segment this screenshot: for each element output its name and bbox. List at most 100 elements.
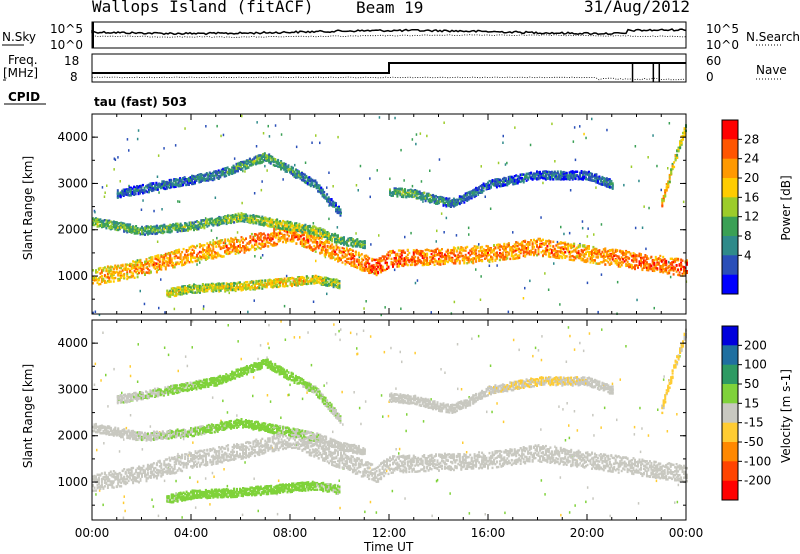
- power-echo-cell: [163, 261, 166, 265]
- power-echo-cell: [133, 264, 136, 267]
- power-echo-cell: [296, 228, 299, 232]
- power-echo-cell: [583, 253, 586, 256]
- power-echo-cell: [650, 267, 653, 271]
- power-scatter-cell: [522, 297, 525, 300]
- power-echo-cell: [443, 262, 446, 265]
- power-echo-cell: [617, 261, 620, 264]
- power-echo-cell: [415, 249, 418, 252]
- power-echo-cell: [203, 253, 206, 256]
- power-echo-cell: [259, 235, 262, 239]
- power-echo-cell: [452, 262, 455, 265]
- power-echo-cell: [276, 283, 279, 287]
- power-echo-cell: [96, 278, 99, 281]
- power-echo-cell: [273, 281, 276, 284]
- power-echo-cell: [429, 259, 432, 263]
- nave-label: Nave: [756, 63, 787, 77]
- power-echo-cell: [415, 263, 418, 266]
- power-echo-cell: [170, 251, 173, 254]
- power-echo-cell: [133, 276, 136, 279]
- power-echo-cell: [310, 277, 313, 280]
- power-echo-cell: [252, 239, 255, 242]
- power-echo-cell: [310, 238, 313, 242]
- power-echo-cell: [360, 240, 363, 243]
- power-echo-cell: [602, 254, 605, 257]
- power-echo-cell: [276, 278, 279, 281]
- power-echo-cell: [426, 256, 429, 259]
- power-scatter-cell: [153, 209, 155, 213]
- power-echo-cell: [323, 229, 326, 232]
- power-scatter-cell: [326, 186, 328, 189]
- power-echo-cell: [190, 258, 192, 261]
- power-echo-cell: [604, 255, 607, 258]
- power-echo-cell: [619, 261, 622, 265]
- power-echo-cell: [350, 238, 353, 241]
- power-echo-cell: [307, 282, 310, 285]
- power-echo-cell: [647, 266, 650, 269]
- power-echo-cell: [473, 248, 476, 251]
- power-echo-cell: [138, 259, 140, 262]
- power-echo-cell: [653, 266, 656, 269]
- power-echo-cell: [438, 253, 440, 257]
- power-echo-cell: [311, 236, 314, 239]
- power-echo-cell: [262, 221, 265, 225]
- power-echo-cell: [381, 269, 384, 272]
- power-echo-cell: [270, 236, 273, 240]
- power-echo-cell: [433, 254, 436, 258]
- power-scatter-cell: [652, 134, 654, 137]
- power-echo-cell: [668, 269, 671, 272]
- power-echo-cell: [553, 247, 556, 251]
- power-scatter-cell: [228, 291, 230, 295]
- power-echo-cell: [418, 249, 421, 253]
- power-echo-cell: [438, 249, 440, 252]
- power-echo-cell: [589, 252, 592, 255]
- power-echo-cell: [118, 227, 121, 231]
- power-echo-cell: [190, 251, 192, 254]
- power-echo-cell: [487, 251, 489, 255]
- power-echo-cell: [245, 216, 247, 220]
- power-echo-cell: [436, 260, 439, 263]
- power-echo-cell: [283, 227, 286, 230]
- freq-tick-top: 18: [64, 54, 80, 68]
- power-echo-cell: [343, 243, 345, 246]
- power-echo-cell: [506, 257, 509, 260]
- power-echo-cell: [406, 253, 409, 256]
- power-echo-cell: [282, 283, 285, 286]
- power-echo-cell: [429, 256, 432, 259]
- power-echo-cell: [454, 259, 457, 262]
- power-echo-cell: [271, 232, 274, 235]
- power-echo-cell: [228, 252, 231, 255]
- power-echo-cell: [544, 250, 547, 253]
- power-echo-cell: [659, 258, 662, 261]
- power-echo-cell: [553, 249, 556, 252]
- power-echo-cell: [261, 240, 264, 243]
- power-echo-cell: [224, 285, 227, 288]
- power-echo-cell: [626, 257, 629, 260]
- power-echo-cell: [536, 245, 538, 248]
- power-echo-cell: [179, 286, 182, 289]
- power-echo-cell: [204, 283, 207, 286]
- power-echo-cell: [351, 249, 354, 252]
- power-echo-cell: [457, 258, 460, 261]
- power-echo-cell: [213, 218, 216, 222]
- power-echo-cell: [115, 224, 118, 227]
- power-echo-cell: [654, 255, 657, 259]
- power-echo-cell: [237, 251, 240, 255]
- power-echo-cell: [301, 244, 304, 247]
- power-echo-cell: [494, 258, 497, 261]
- power-echo-cell: [671, 261, 674, 264]
- power-echo-cell: [206, 242, 209, 245]
- power-echo-cell: [247, 286, 250, 290]
- power-echo-cell: [313, 248, 316, 251]
- power-echo-cell: [108, 226, 111, 230]
- power-echo-cell: [487, 247, 489, 251]
- power-echo-cell: [472, 261, 475, 264]
- power-echo-cell: [562, 242, 565, 245]
- power-echo-cell: [299, 235, 302, 238]
- power-echo-cell: [332, 250, 335, 253]
- power-echo-cell: [540, 251, 543, 254]
- power-echo-cell: [601, 261, 604, 264]
- power-echo-cell: [641, 268, 644, 272]
- power-echo-cell: [371, 267, 374, 270]
- power-scatter-cell: [643, 205, 645, 208]
- power-echo-cell: [144, 229, 146, 232]
